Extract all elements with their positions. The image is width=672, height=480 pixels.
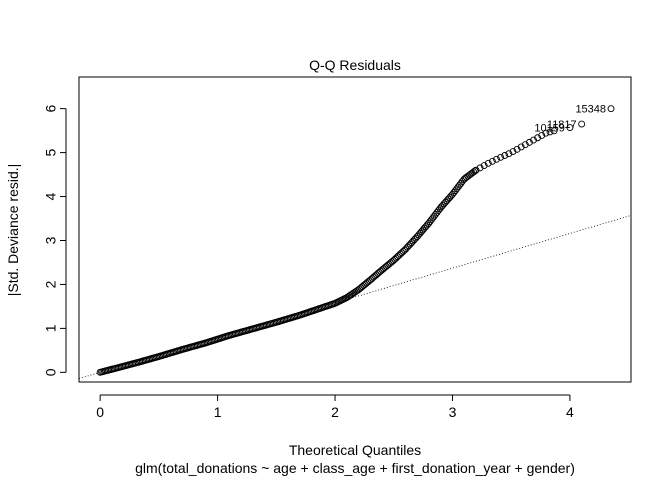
y-tick-label: 2	[43, 280, 59, 288]
qq-point	[497, 153, 505, 161]
plot-frame	[78, 76, 632, 383]
x-tick-label: 3	[449, 404, 457, 420]
qq-point	[509, 148, 517, 156]
qq-point	[534, 134, 542, 142]
chart-title: Q-Q Residuals	[309, 57, 401, 73]
y-tick-label: 3	[43, 236, 59, 244]
y-tick-label: 6	[43, 105, 59, 113]
x-tick-label: 1	[214, 404, 222, 420]
qq-point	[493, 155, 500, 163]
qq-point	[501, 152, 509, 159]
qq-point	[488, 157, 496, 165]
point-label: 15348	[575, 104, 606, 116]
qq-point	[538, 132, 546, 139]
qq-point	[513, 145, 521, 153]
x-tick-label: 0	[96, 404, 104, 420]
point-label: 10159	[534, 123, 565, 135]
qq-point	[476, 164, 484, 172]
y-tick-label: 4	[43, 192, 59, 200]
qq-point	[521, 141, 529, 149]
x-tick-label: 2	[331, 404, 339, 420]
qq-point	[517, 143, 525, 151]
qq-point	[484, 159, 492, 167]
qq-point	[546, 128, 554, 136]
chart-subtitle: glm(total_donations ~ age + class_age + …	[135, 460, 575, 476]
y-axis-title: |Std. Deviance resid.|	[5, 164, 21, 297]
y-tick-label: 5	[43, 148, 59, 156]
qq-point	[471, 167, 479, 175]
qq-point	[525, 138, 533, 146]
qq-point	[480, 162, 488, 170]
qq-point-labeled	[578, 120, 586, 128]
axes-layer: 0 1 2 3 4 0 1 2 3 4 5 6	[43, 105, 574, 420]
point-label: 11817	[547, 119, 577, 131]
qq-point	[505, 150, 513, 158]
qq-point-labeled	[566, 124, 574, 131]
qq-point	[542, 129, 550, 137]
qq-point	[530, 136, 537, 144]
qq-point	[550, 127, 558, 135]
qq-point	[472, 166, 480, 174]
x-axis-title: Theoretical Quantiles	[289, 442, 421, 458]
y-tick-label: 1	[43, 324, 59, 332]
y-tick-label: 0	[43, 368, 59, 376]
x-tick-label: 4	[566, 404, 574, 420]
points-layer	[96, 105, 615, 376]
qq-point-labeled	[607, 105, 615, 113]
